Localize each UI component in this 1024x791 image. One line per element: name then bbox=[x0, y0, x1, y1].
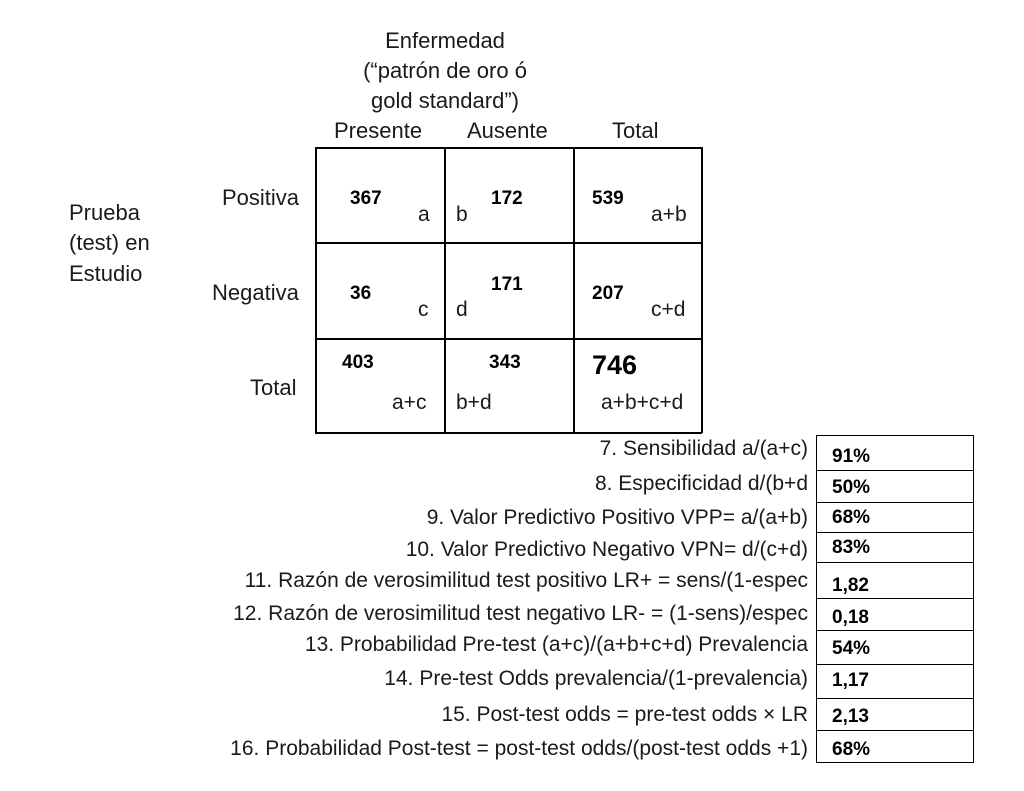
metric-box-posttest-probabilidad bbox=[816, 730, 974, 763]
metric-label-posttest-odds: 15. Post-test odds = pre-test odds × LR bbox=[441, 703, 808, 726]
metric-label-pretest-odds: 14. Pre-test Odds prevalencia/(1-prevale… bbox=[384, 667, 808, 690]
cell-c-letter: c bbox=[418, 298, 429, 321]
cell-total-value: 746 bbox=[592, 350, 638, 380]
column-header-presente: Presente bbox=[334, 118, 423, 143]
cell-cd-label: c+d bbox=[651, 298, 686, 321]
metric-label-posttest-probabilidad: 16. Probabilidad Post-test = post-test o… bbox=[230, 737, 808, 760]
cell-ab-label: a+b bbox=[651, 203, 687, 226]
metric-box-especificidad bbox=[816, 470, 974, 502]
metric-box-pretest-probabilidad bbox=[816, 630, 974, 664]
cell-cd-value: 207 bbox=[592, 283, 624, 304]
cell-ac-value: 403 bbox=[342, 352, 374, 373]
disease-title-line3: gold standard”) bbox=[371, 88, 519, 113]
metric-value-vpn: 83% bbox=[832, 537, 871, 558]
metric-label-lr-negativo: 12. Razón de verosimilitud test negativo… bbox=[233, 602, 808, 625]
cell-c-value: 36 bbox=[350, 283, 372, 304]
metric-label-pretest-probabilidad: 13. Probabilidad Pre-test (a+c)/(a+b+c+d… bbox=[304, 633, 808, 656]
metric-box-lr-negativo bbox=[816, 598, 974, 630]
metric-value-sensibilidad: 91% bbox=[832, 446, 871, 467]
column-header-ausente: Ausente bbox=[467, 118, 548, 143]
metric-box-pretest-odds bbox=[816, 664, 974, 698]
metric-value-posttest-odds: 2,13 bbox=[832, 706, 869, 727]
metric-value-lr-negativo: 0,18 bbox=[832, 607, 869, 628]
metric-box-posttest-odds bbox=[816, 698, 974, 730]
cell-ac-label: a+c bbox=[392, 391, 427, 414]
metric-box-sensibilidad bbox=[816, 435, 974, 470]
metric-label-vpn: 10. Valor Predictivo Negativo VPN= d/(c+… bbox=[405, 538, 808, 561]
test-label-line1: Prueba bbox=[69, 200, 140, 225]
metric-label-especificidad: 8. Especificidad d/(b+d bbox=[594, 472, 808, 495]
row-label-negativa: Negativa bbox=[212, 280, 299, 305]
column-header-total: Total bbox=[612, 118, 659, 143]
cell-d-value: 171 bbox=[491, 274, 523, 295]
cell-bd-value: 343 bbox=[489, 352, 521, 373]
metric-value-posttest-probabilidad: 68% bbox=[832, 739, 871, 760]
disease-title-line2: (“patrón de oro ó bbox=[363, 58, 527, 83]
cell-ab-value: 539 bbox=[592, 188, 624, 209]
cell-a-letter: a bbox=[418, 203, 430, 226]
cell-b-value: 172 bbox=[491, 188, 523, 209]
cell-a-value: 367 bbox=[350, 188, 382, 209]
metric-value-pretest-probabilidad: 54% bbox=[832, 638, 871, 659]
cell-b-letter: b bbox=[456, 203, 468, 226]
cell-d-letter: d bbox=[456, 298, 468, 321]
metric-box-vpp bbox=[816, 502, 974, 532]
metric-value-pretest-odds: 1,17 bbox=[832, 670, 869, 691]
disease-title-line1: Enfermedad bbox=[385, 28, 505, 53]
metric-label-sensibilidad: 7. Sensibilidad a/(a+c) bbox=[599, 437, 808, 460]
metric-value-vpp: 68% bbox=[832, 507, 871, 528]
test-label-line2: (test) en bbox=[69, 230, 150, 255]
row-label-total: Total bbox=[250, 375, 297, 400]
row-label-positiva: Positiva bbox=[222, 185, 300, 210]
test-label-line3: Estudio bbox=[69, 261, 143, 286]
metric-value-lr-positivo: 1,82 bbox=[832, 575, 869, 596]
metric-box-vpn bbox=[816, 532, 974, 562]
metric-value-especificidad: 50% bbox=[832, 477, 871, 498]
metric-box-lr-positivo bbox=[816, 562, 974, 598]
metric-label-vpp: 9. Valor Predictivo Positivo VPP= a/(a+b… bbox=[426, 506, 808, 529]
cell-total-label: a+b+c+d bbox=[601, 391, 684, 414]
cell-bd-label: b+d bbox=[456, 391, 492, 414]
metric-label-lr-positivo: 11. Razón de verosimilitud test positivo… bbox=[244, 569, 808, 592]
